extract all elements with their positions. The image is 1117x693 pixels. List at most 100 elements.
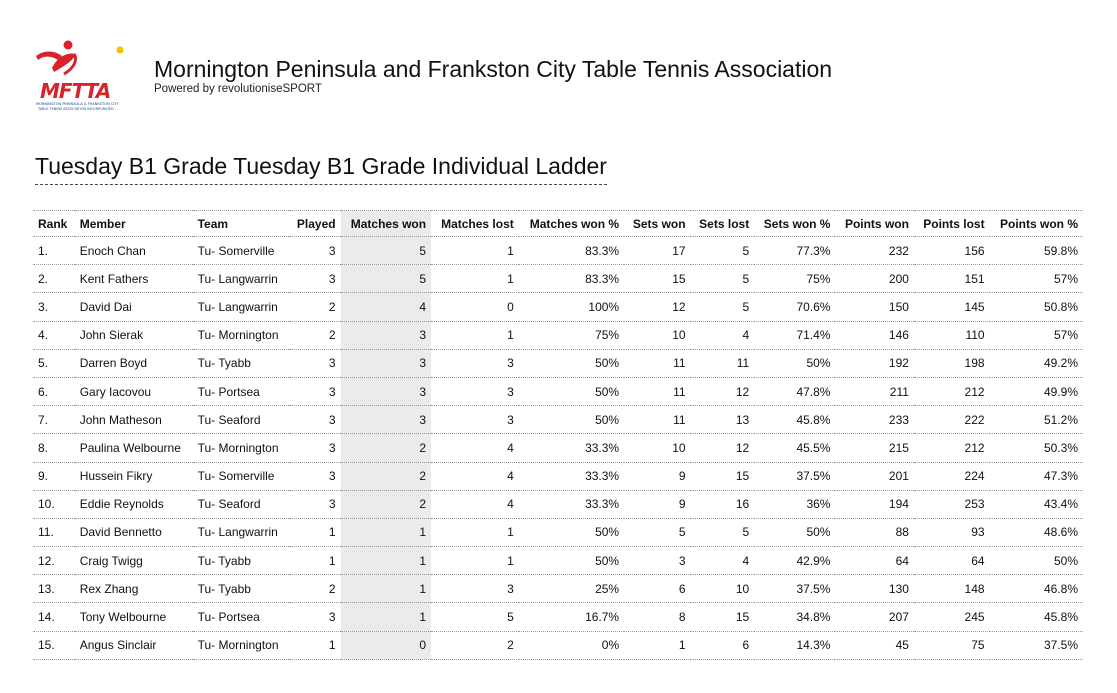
cell-rank: 7. [33,405,75,435]
cell-points-lost: 93 [913,518,990,548]
header-row: Rank Member Team Played Matches won Matches l… [33,210,1083,237]
cell-matches-lost: 1 [431,546,519,576]
cell-points-lost: 224 [913,462,990,491]
cell-member: John Matheson [74,405,193,435]
cell-played: 3 [288,462,341,491]
cell-sets-won: 11 [624,405,691,435]
cell-rank: 11. [33,518,75,548]
cell-sets-won-pct: 42.9% [754,546,836,576]
table-row: 11. David Bennetto Tu- Langwarrin 1 1 1 50% 5 5 5… [33,518,1083,548]
cell-sets-won: 3 [624,546,691,576]
cell-sets-lost: 4 [690,321,755,350]
cell-points-won-pct: 50.3% [989,433,1083,463]
cell-matches-won-pct: 50% [518,349,625,378]
cell-points-won: 207 [835,602,914,632]
cell-sets-lost: 15 [690,462,755,491]
cell-points-won-pct: 43.4% [989,490,1083,519]
cell-matches-won-pct: 50% [518,405,625,435]
cell-points-lost: 222 [913,405,990,435]
cell-sets-lost: 11 [690,349,755,378]
cell-points-lost: 64 [913,546,990,576]
cell-matches-won-pct: 75% [518,321,625,350]
table-row: 3. David Dai Tu- Langwarrin 2 4 0 100% 12 5 70.6%… [33,292,1083,322]
cell-sets-lost: 6 [690,631,755,660]
cell-team: Tu- Seaford [192,405,289,435]
column-header-matches-won: Matches won [340,210,432,237]
cell-rank: 8. [33,433,75,463]
cell-matches-lost: 4 [431,433,519,463]
cell-member: David Dai [74,292,193,322]
page-title: Tuesday B1 Grade Tuesday B1 Grade Indivi… [35,153,607,185]
column-header-member: Member [74,210,193,237]
cell-played: 3 [288,377,341,407]
cell-sets-won-pct: 37.5% [754,574,836,604]
cell-matches-won: 3 [340,349,432,378]
cell-sets-lost: 13 [690,405,755,435]
cell-matches-won: 4 [340,292,432,322]
cell-played: 2 [288,574,341,604]
cell-sets-lost: 12 [690,377,755,407]
mpfctta-logo: MFTTA MORNINGTON PENINSULA & FRANKSTON C… [36,40,124,111]
column-header-sets-won: Sets won [624,210,691,237]
cell-matches-lost: 3 [431,377,519,407]
cell-team: Tu- Tyabb [192,349,289,378]
cell-played: 2 [288,292,341,322]
column-header-matches-won-pct: Matches won % [518,210,625,237]
cell-points-won-pct: 46.8% [989,574,1083,604]
cell-matches-won: 1 [340,574,432,604]
cell-played: 3 [288,349,341,378]
cell-matches-won-pct: 50% [518,546,625,576]
cell-member: Craig Twigg [74,546,193,576]
cell-member: Rex Zhang [74,574,193,604]
cell-matches-lost: 3 [431,349,519,378]
cell-played: 3 [288,236,341,266]
cell-matches-lost: 4 [431,490,519,519]
cell-matches-won-pct: 50% [518,518,625,548]
cell-sets-won-pct: 70.6% [754,292,836,322]
cell-points-won-pct: 48.6% [989,518,1083,548]
cell-points-won: 130 [835,574,914,604]
table-row: 9. Hussein Fikry Tu- Somerville 3 2 4 33.3% 9 15… [33,462,1083,491]
cell-matches-lost: 2 [431,631,519,660]
cell-sets-won-pct: 71.4% [754,321,836,350]
cell-matches-won: 3 [340,405,432,435]
cell-team: Tu- Mornington [192,631,289,660]
cell-points-won-pct: 50% [989,546,1083,576]
cell-member: Gary Iacovou [74,377,193,407]
cell-played: 3 [288,264,341,294]
cell-matches-won: 0 [340,631,432,660]
cell-points-won: 233 [835,405,914,435]
cell-sets-won-pct: 36% [754,490,836,519]
cell-points-lost: 198 [913,349,990,378]
cell-sets-won-pct: 50% [754,349,836,378]
cell-matches-lost: 1 [431,518,519,548]
cell-points-lost: 110 [913,321,990,350]
cell-member: John Sierak [74,321,193,350]
cell-sets-won: 8 [624,602,691,632]
cell-matches-lost: 1 [431,321,519,350]
cell-points-lost: 145 [913,292,990,322]
cell-sets-won: 1 [624,631,691,660]
column-header-sets-lost: Sets lost [690,210,755,237]
individual-ladder-table: Rank Member Team Played Matches won Matches l… [33,210,1083,660]
cell-points-won-pct: 50.8% [989,292,1083,322]
page-header: MFTTA MORNINGTON PENINSULA & FRANKSTON C… [34,38,1094,118]
cell-team: Tu- Tyabb [192,546,289,576]
cell-played: 1 [288,546,341,576]
cell-rank: 9. [33,462,75,491]
cell-sets-won: 15 [624,264,691,294]
column-header-points-won-pct: Points won % [989,210,1083,237]
svg-text:MFTTA: MFTTA [40,79,110,103]
cell-team: Tu- Portsea [192,377,289,407]
cell-team: Tu- Langwarrin [192,518,289,548]
cell-rank: 14. [33,602,75,632]
cell-points-won: 194 [835,490,914,519]
cell-played: 3 [288,405,341,435]
cell-points-won-pct: 37.5% [989,631,1083,660]
cell-sets-won-pct: 47.8% [754,377,836,407]
table-row: 4. John Sierak Tu- Mornington 2 3 1 75% 10 4 71.4… [33,321,1083,350]
cell-points-won-pct: 45.8% [989,602,1083,632]
cell-matches-lost: 1 [431,264,519,294]
column-header-points-won: Points won [835,210,914,237]
cell-matches-won: 2 [340,433,432,463]
